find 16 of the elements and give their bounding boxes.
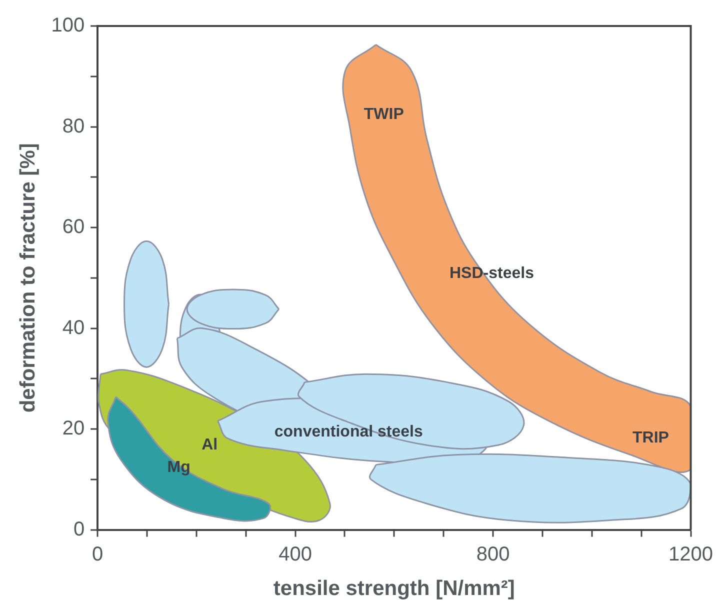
x-tick-label: 800	[476, 543, 510, 566]
y-tick-label: 80	[62, 115, 85, 138]
y-tick-label: 0	[73, 518, 85, 540]
annotation: TRIP	[632, 429, 670, 446]
x-tick-label: 1200	[668, 543, 714, 566]
y-tick-label: 20	[62, 418, 85, 440]
y-tick-label: 40	[62, 316, 85, 339]
series-label: conventional steels	[274, 424, 423, 441]
x-axis-title: tensile strength [N/mm²]	[273, 577, 515, 600]
x-tick-label: 400	[278, 543, 312, 566]
y-axis-title: deformation to fracture [%]	[16, 143, 40, 413]
series-label: Al	[202, 436, 218, 454]
y-tick-label: 100	[51, 14, 85, 37]
y-tick-label: 60	[62, 216, 85, 238]
x-tick-label: 0	[92, 543, 104, 566]
annotation: TWIP	[364, 106, 404, 124]
